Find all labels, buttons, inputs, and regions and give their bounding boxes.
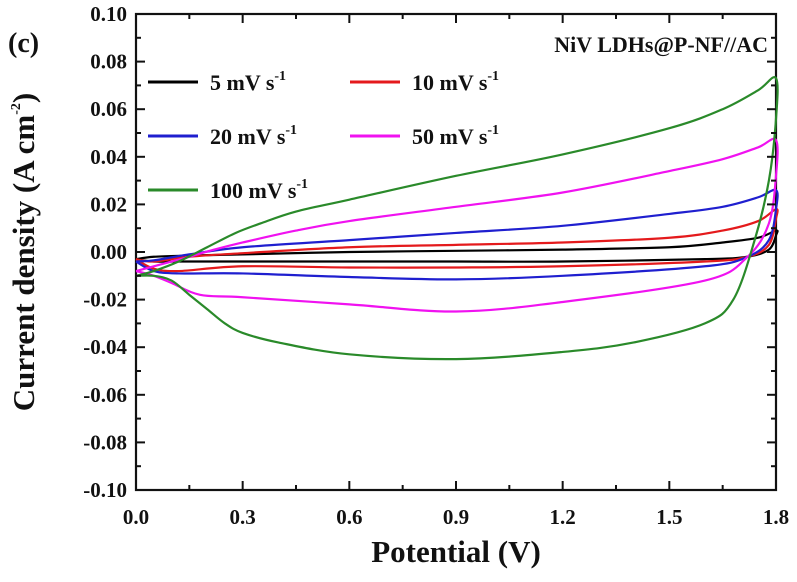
legend-label-sup: -1 xyxy=(487,123,499,138)
x-tick-label: 0.9 xyxy=(443,505,469,529)
y-axis-title: Current density (A cm-2) xyxy=(6,93,41,411)
legend-label-main: 10 mV s xyxy=(412,70,488,95)
y-tick-label: 0.02 xyxy=(90,192,127,216)
x-tick-label: 1.5 xyxy=(656,505,682,529)
legend-label-sup: -1 xyxy=(285,123,297,138)
legend-label: 20 mV s-1 xyxy=(210,123,297,149)
legend-label-sup: -1 xyxy=(487,69,499,84)
series-line-5 xyxy=(135,76,779,361)
x-tick-label: 0.3 xyxy=(230,505,256,529)
legend-label-main: 50 mV s xyxy=(412,124,488,149)
legend-item: 100 mV s-1 xyxy=(148,177,308,203)
y-tick-label: -0.06 xyxy=(83,383,127,407)
y-axis-title-main: Current density (A cm xyxy=(6,115,41,412)
series-line-3 xyxy=(135,188,779,281)
x-tick-label: 0.6 xyxy=(336,505,362,529)
y-tick-label: 0.08 xyxy=(90,50,127,74)
y-tick-label: 0.06 xyxy=(90,97,127,121)
y-tick-label: -0.04 xyxy=(83,335,127,359)
legend-label: 10 mV s-1 xyxy=(412,69,499,95)
legend-item: 20 mV s-1 xyxy=(148,123,297,149)
series-line-4 xyxy=(135,137,779,313)
legend-label: 5 mV s-1 xyxy=(210,69,286,95)
x-tick-label: 0.0 xyxy=(123,505,149,529)
x-tick-label: 1.8 xyxy=(763,505,789,529)
series-line-1 xyxy=(135,229,779,263)
y-tick-label: 0.10 xyxy=(90,2,127,26)
legend-item: 5 mV s-1 xyxy=(148,69,286,95)
x-axis-title: Potential (V) xyxy=(371,534,541,569)
y-axis-title-sup: -2 xyxy=(9,103,24,115)
legend-item: 10 mV s-1 xyxy=(350,69,499,95)
legend-item: 50 mV s-1 xyxy=(350,123,499,149)
legend-label: 50 mV s-1 xyxy=(412,123,499,149)
legend-label-sup: -1 xyxy=(274,69,286,84)
y-tick-label: -0.08 xyxy=(83,430,127,454)
ticks-layer: 0.0 0.3 0.6 0.9 1.2 1.5 1.8 -0.10 -0.08 -0.06 -0.0… xyxy=(83,2,789,529)
y-axis-title-close: ) xyxy=(6,93,41,103)
x-tick-label: 1.2 xyxy=(550,505,576,529)
legend-label: 100 mV s-1 xyxy=(210,177,308,203)
panel-label: (c) xyxy=(8,28,39,59)
y-tick-label: 0.04 xyxy=(90,145,127,169)
legend-label-main: 20 mV s xyxy=(210,124,286,149)
series-line-2 xyxy=(135,208,779,273)
y-tick-label: -0.10 xyxy=(83,478,127,502)
y-tick-label: -0.02 xyxy=(83,288,127,312)
legend-label-main: 100 mV s xyxy=(210,178,297,203)
legend-label-main: 5 mV s xyxy=(210,70,275,95)
chart-annotation: NiV LDHs@P-NF//AC xyxy=(554,32,768,57)
legend-label-sup: -1 xyxy=(296,177,308,192)
y-tick-label: 0.00 xyxy=(90,240,127,264)
series-layer xyxy=(135,76,779,361)
